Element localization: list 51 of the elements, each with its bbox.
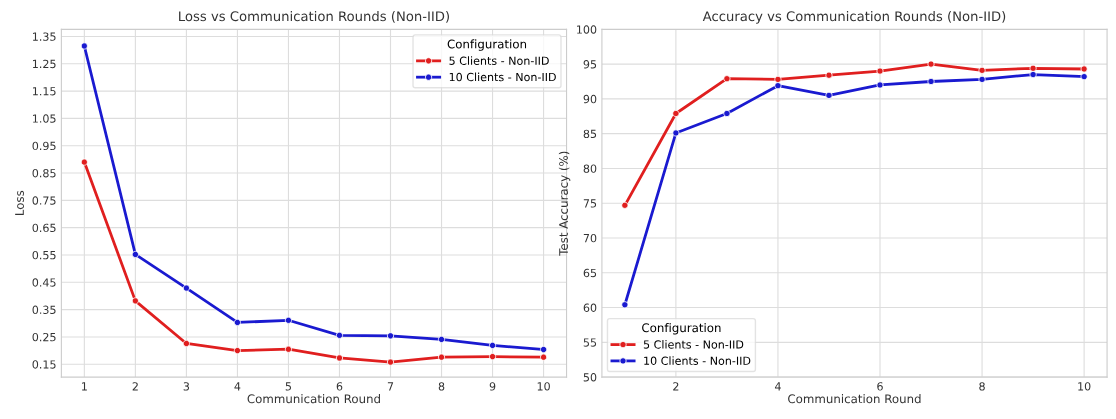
- y-tick-label: 90: [583, 94, 597, 104]
- y-tick-label: 0.95: [32, 141, 56, 151]
- x-tick-label: 8: [438, 382, 445, 391]
- x-tick-label: 2: [132, 382, 138, 391]
- y-tick-label: 1.05: [33, 114, 56, 123]
- y-tick-label: 0.15: [32, 360, 56, 369]
- x-tick-label: 6: [877, 382, 883, 391]
- y-tick-label: 0.25: [32, 332, 56, 342]
- y-tick-label: 70: [583, 233, 597, 243]
- legend-title: Configuration: [642, 323, 721, 335]
- x-tick-label: 8: [979, 382, 985, 391]
- y-tick-label: 1.35: [33, 32, 56, 41]
- y-tick-label: 1.15: [33, 87, 56, 96]
- y-tick-label: 100: [577, 25, 597, 34]
- x-tick-label: 5: [285, 382, 292, 391]
- y-tick-label: 0.85: [32, 169, 56, 178]
- y-axis-title: Test Accuracy (%): [558, 151, 571, 256]
- y-tick-label: 95: [583, 60, 597, 69]
- y-tick-label: 0.75: [32, 196, 56, 205]
- y-tick-label: 55: [583, 338, 597, 347]
- y-tick-label: 0.35: [32, 305, 56, 314]
- x-tick-label: 6: [336, 382, 343, 391]
- y-tick-label: 0.55: [32, 250, 56, 260]
- legend-title: Configuration: [447, 39, 527, 51]
- y-tick-label: 50: [583, 373, 597, 382]
- legend-label: 5 Clients - Non-IID: [643, 340, 744, 349]
- x-tick-label: 10: [1078, 382, 1091, 391]
- legend-label: 10 Clients - Non-IID: [449, 72, 556, 82]
- y-tick-label: 65: [583, 268, 597, 278]
- y-tick-label: 80: [583, 164, 597, 173]
- y-tick-label: 60: [583, 303, 597, 312]
- y-axis-title: Loss: [15, 190, 24, 215]
- x-tick-label: 4: [234, 382, 241, 391]
- x-tick-label: 10: [537, 382, 550, 391]
- y-tick-label: 0.45: [32, 278, 56, 287]
- y-tick-label: 1.25: [33, 59, 56, 69]
- x-tick-label: 4: [774, 382, 781, 391]
- x-tick-label: 2: [673, 382, 679, 391]
- y-tick-label: 0.65: [32, 223, 56, 233]
- legend-label: 5 Clients - Non-IID: [449, 56, 549, 65]
- legend-label: 10 Clients - Non-IID: [644, 356, 751, 365]
- x-axis-title: Communication Round: [247, 394, 380, 404]
- y-tick-label: 75: [583, 199, 597, 208]
- x-tick-label: 1: [82, 382, 87, 391]
- chart-title: Accuracy vs Communication Rounds (Non-IID): [702, 10, 1006, 24]
- x-tick-label: 7: [387, 382, 394, 391]
- x-tick-label: 9: [489, 382, 496, 391]
- x-tick-label: 3: [183, 382, 190, 391]
- x-axis-title: Communication Round: [788, 394, 921, 404]
- chart-title: Loss vs Communication Rounds (Non-IID): [179, 10, 449, 23]
- y-tick-label: 85: [583, 129, 597, 139]
